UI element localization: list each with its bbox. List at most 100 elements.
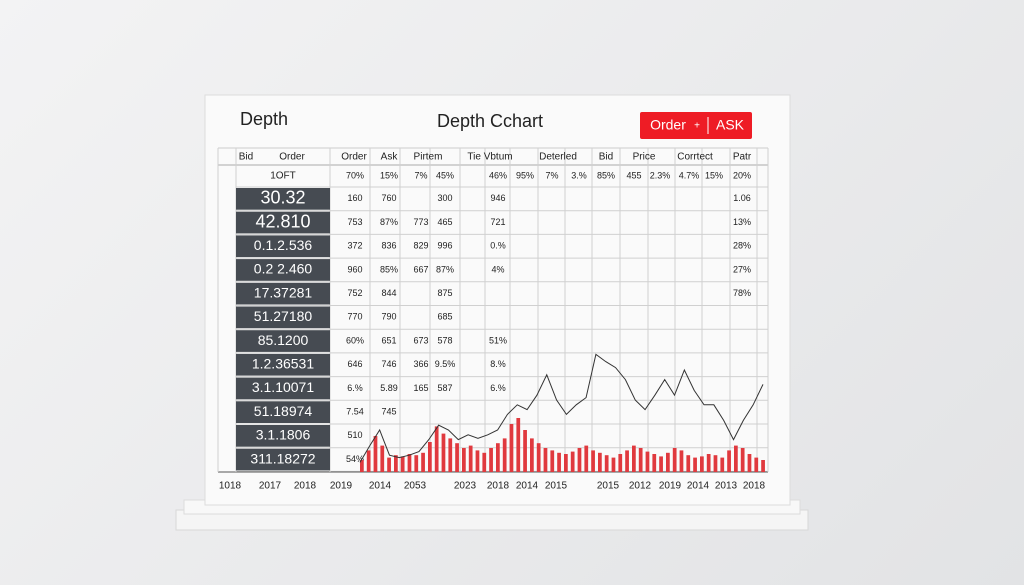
volume-bar [584,445,589,472]
volume-bar [720,457,725,472]
cell: 4% [491,264,504,274]
volume-bar [536,443,541,472]
price-label: 51.18974 [254,403,313,419]
volume-bar [686,455,691,472]
year-label: 2019 [659,481,682,492]
price-label: 51.27180 [254,308,313,324]
cell: 28% [733,241,751,251]
cell: 8.% [490,359,506,369]
cell: 7% [545,170,558,180]
price-cell [236,188,330,210]
column-header: Price [633,152,656,163]
volume-bar [632,445,636,472]
volume-bar [679,450,684,472]
volume-bar [360,460,364,472]
cell: 829 [413,241,428,251]
column-header: Bid [599,152,613,163]
volume-bar [482,452,487,472]
volume-bar [747,454,752,472]
cell: 27% [733,264,751,274]
volume-bar [618,454,623,472]
price-label: 0.2 2.460 [254,261,313,277]
cell: 6.% [347,383,363,393]
volume-bar [672,448,677,472]
cell: 578 [437,335,452,345]
cell: 875 [437,288,452,298]
year-label: 2023 [454,481,477,492]
price-cell [236,330,330,352]
price-cell [236,448,330,471]
price-label: 0.1.2.536 [254,237,313,253]
price-label: 30.32 [260,188,305,208]
volume-bar [557,452,561,472]
volume-bar [523,430,527,472]
cell: 3.% [571,170,587,180]
cell: 372 [347,241,362,251]
price-label: 85.1200 [258,332,309,348]
cell: 60% [346,335,364,345]
volume-bar [380,445,385,472]
button-symbol[interactable]: + [694,121,700,132]
volume-bar [366,450,371,472]
cell: 78% [733,288,751,298]
cell: 15% [380,170,398,180]
button-left[interactable]: Order [650,117,686,133]
volume-bar [564,454,568,472]
year-label: 2014 [516,481,539,492]
cell: 745 [381,407,396,417]
volume-bar [754,457,759,472]
volume-bar [400,456,405,472]
cell: 836 [381,241,396,251]
order-button[interactable] [640,112,752,139]
year-label: 2017 [259,481,282,492]
price-cell [236,211,330,234]
cell: 87% [436,264,454,274]
cell: 770 [347,312,362,322]
cell: 996 [437,241,452,251]
year-label: 2018 [487,481,510,492]
button-right[interactable]: ASK [716,117,745,133]
volume-bar [462,448,466,472]
column-header: Ask [381,152,399,163]
left-title: Depth [240,109,288,129]
cell: 721 [490,217,505,227]
cell: 667 [413,264,428,274]
column-header: Patr [733,152,752,163]
volume-bar [394,455,398,472]
volume-bar [693,457,697,472]
volume-bar [455,443,459,472]
volume-bar [421,452,425,472]
cell: 844 [381,288,396,298]
cell: 685 [437,312,452,322]
column-header: Corrtect [677,152,713,163]
volume-bar [530,438,534,472]
volume-bar [428,442,432,472]
price-cell [236,235,330,258]
volume-bar [434,426,439,472]
cell: 15% [705,170,723,180]
price-cell [236,377,330,400]
volume-bar [475,450,480,472]
cell: 746 [381,359,396,369]
price-cell [236,306,330,329]
volume-bar [543,448,548,472]
cell: 54% [346,454,364,464]
volume-bar [625,450,629,472]
cell: 946 [490,193,505,203]
volume-bar [496,443,500,472]
cell: 6.% [490,383,506,393]
volume-bar [387,457,391,472]
year-label: 2014 [369,481,392,492]
volume-bar [645,451,650,472]
cell: 85% [380,264,398,274]
volume-bar [740,448,745,472]
cell: 646 [347,359,362,369]
cell: 465 [437,217,452,227]
volume-bar [611,457,616,472]
volume-bar [761,460,765,472]
cell: 70% [346,170,364,180]
cell: 2.3% [650,170,671,180]
cell: 300 [437,193,452,203]
cell: 51% [489,335,507,345]
